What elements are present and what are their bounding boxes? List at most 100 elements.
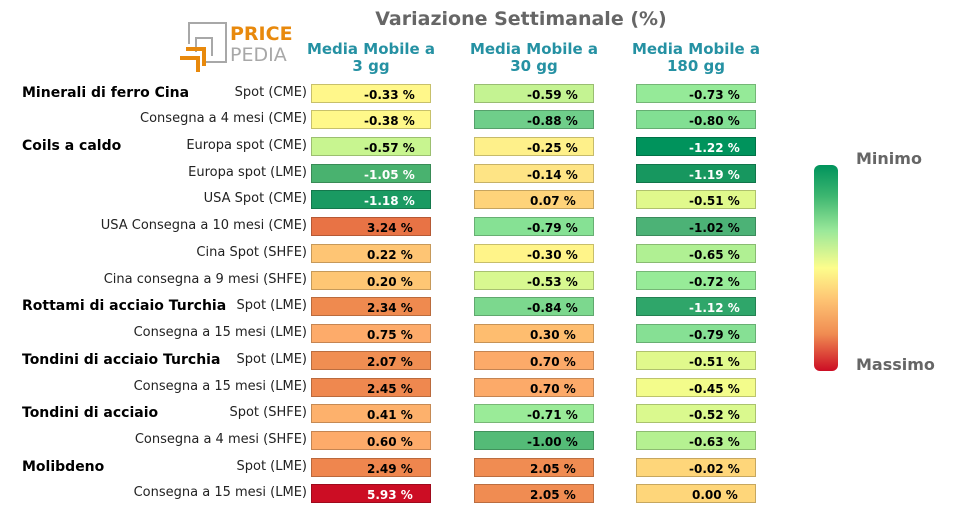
- cell-value: -0.51 %: [689, 354, 740, 369]
- cell-value: -0.25 %: [527, 140, 578, 155]
- cell-value: -0.45 %: [689, 381, 740, 396]
- heatmap-cell: -0.65 %: [636, 243, 756, 263]
- cell-value: 2.07 %: [367, 354, 413, 369]
- row-label: Spot (LME): [236, 351, 307, 367]
- color-scale-bar: [814, 165, 838, 371]
- cell-value: -0.33 %: [364, 87, 415, 102]
- row-label: Spot (CME): [234, 84, 307, 100]
- heatmap-cell: -1.00 %: [474, 430, 594, 450]
- chart-title: Variazione Settimanale (%): [375, 8, 667, 30]
- cell-value: 0.41 %: [367, 408, 413, 423]
- cell-value: -1.02 %: [689, 221, 740, 236]
- cell-value: 2.34 %: [367, 301, 413, 316]
- row-label: Spot (SHFE): [229, 405, 307, 421]
- heatmap-cell: 2.05 %: [474, 457, 594, 477]
- row-label: Cina consegna a 9 mesi (SHFE): [103, 271, 307, 287]
- group-label: Tondini di acciaio: [22, 405, 159, 422]
- cell-value: -0.63 %: [689, 434, 740, 449]
- cell-value: 5.93 %: [367, 488, 413, 503]
- cell-value: -0.59 %: [527, 87, 578, 102]
- row-label: Cina Spot (SHFE): [196, 244, 307, 260]
- heatmap-cell: 0.70 %: [474, 377, 594, 397]
- heatmap-cell: 2.07 %: [311, 350, 431, 370]
- cell-value: -0.73 %: [689, 87, 740, 102]
- heatmap-cell: 0.00 %: [636, 484, 756, 504]
- cell-value: -0.14 %: [527, 167, 578, 182]
- heatmap-cell: 0.60 %: [311, 430, 431, 450]
- cell-value: -1.18 %: [364, 194, 415, 209]
- cell-value: 0.00 %: [692, 488, 738, 503]
- heatmap-cell: 2.45 %: [311, 377, 431, 397]
- cell-value: -0.65 %: [689, 247, 740, 262]
- cell-value: 0.75 %: [367, 328, 413, 343]
- cell-value: -0.72 %: [689, 274, 740, 289]
- column-header: Media Mobile a 30 gg: [469, 40, 599, 75]
- row-label: Consegna a 15 mesi (LME): [133, 485, 307, 501]
- cell-value: 0.70 %: [530, 381, 576, 396]
- cell-value: 0.30 %: [530, 328, 576, 343]
- heatmap-cell: 3.24 %: [311, 217, 431, 237]
- heatmap-cell: -0.59 %: [474, 83, 594, 103]
- cell-value: -0.79 %: [689, 328, 740, 343]
- heatmap-cell: -0.52 %: [636, 404, 756, 424]
- heatmap-cell: 0.75 %: [311, 324, 431, 344]
- cell-value: 2.45 %: [367, 381, 413, 396]
- row-label: Consegna a 15 mesi (LME): [133, 325, 307, 341]
- cell-value: -1.22 %: [689, 140, 740, 155]
- cell-value: 2.49 %: [367, 461, 413, 476]
- heatmap-cell: -0.51 %: [636, 190, 756, 210]
- heatmap-cell: -0.79 %: [636, 324, 756, 344]
- cell-value: -0.79 %: [527, 221, 578, 236]
- cell-value: -0.02 %: [689, 461, 740, 476]
- legend-min-label: Minimo: [856, 149, 922, 168]
- svg-text:PEDIA: PEDIA: [230, 44, 287, 66]
- cell-value: -0.52 %: [689, 408, 740, 423]
- heatmap-cell: -0.25 %: [474, 136, 594, 156]
- row-label: USA Spot (CME): [203, 191, 307, 207]
- heatmap-cell: 2.05 %: [474, 484, 594, 504]
- group-label: Rottami di acciaio Turchia: [22, 298, 227, 315]
- cell-value: -0.57 %: [364, 140, 415, 155]
- column-header: Media Mobile a 3 gg: [306, 40, 436, 75]
- heatmap-cell: -0.38 %: [311, 110, 431, 130]
- row-label: Spot (LME): [236, 458, 307, 474]
- heatmap-cell: 0.70 %: [474, 350, 594, 370]
- cell-value: -1.12 %: [689, 301, 740, 316]
- heatmap-cell: 0.22 %: [311, 243, 431, 263]
- cell-value: -1.19 %: [689, 167, 740, 182]
- heatmap-cell: -1.02 %: [636, 217, 756, 237]
- heatmap-cell: 0.07 %: [474, 190, 594, 210]
- heatmap-cell: -1.05 %: [311, 163, 431, 183]
- group-label: Coils a caldo: [22, 137, 122, 154]
- heatmap-cell: -0.33 %: [311, 83, 431, 103]
- heatmap-cell: -0.63 %: [636, 430, 756, 450]
- group-label: Minerali di ferro Cina: [22, 84, 190, 101]
- row-label: Spot (LME): [236, 298, 307, 314]
- row-label: Consegna a 4 mesi (SHFE): [134, 431, 307, 447]
- heatmap-cell: -0.88 %: [474, 110, 594, 130]
- pricepedia-logo: PRICE PEDIA: [178, 20, 293, 76]
- cell-value: -0.80 %: [689, 114, 740, 129]
- heatmap-cell: -0.02 %: [636, 457, 756, 477]
- heatmap-cell: -0.53 %: [474, 270, 594, 290]
- cell-value: 2.05 %: [530, 461, 576, 476]
- heatmap-cell: -0.79 %: [474, 217, 594, 237]
- heatmap-cell: -0.45 %: [636, 377, 756, 397]
- heatmap-cell: 0.30 %: [474, 324, 594, 344]
- row-label: Consegna a 4 mesi (CME): [140, 111, 307, 127]
- row-label: Europa spot (CME): [186, 137, 307, 153]
- heatmap-cell: -1.22 %: [636, 136, 756, 156]
- cell-value: -0.38 %: [364, 114, 415, 129]
- heatmap-cell: 2.49 %: [311, 457, 431, 477]
- heatmap-cell: -1.19 %: [636, 163, 756, 183]
- heatmap-cell: -0.14 %: [474, 163, 594, 183]
- svg-text:PRICE: PRICE: [230, 23, 293, 45]
- heatmap-cell: -0.84 %: [474, 297, 594, 317]
- heatmap-cell: -0.71 %: [474, 404, 594, 424]
- cell-value: -1.00 %: [527, 434, 578, 449]
- row-label: Consegna a 15 mesi (LME): [133, 378, 307, 394]
- heatmap-cell: -0.57 %: [311, 136, 431, 156]
- group-label: Tondini di acciaio Turchia: [22, 351, 221, 368]
- heatmap-cell: -0.73 %: [636, 83, 756, 103]
